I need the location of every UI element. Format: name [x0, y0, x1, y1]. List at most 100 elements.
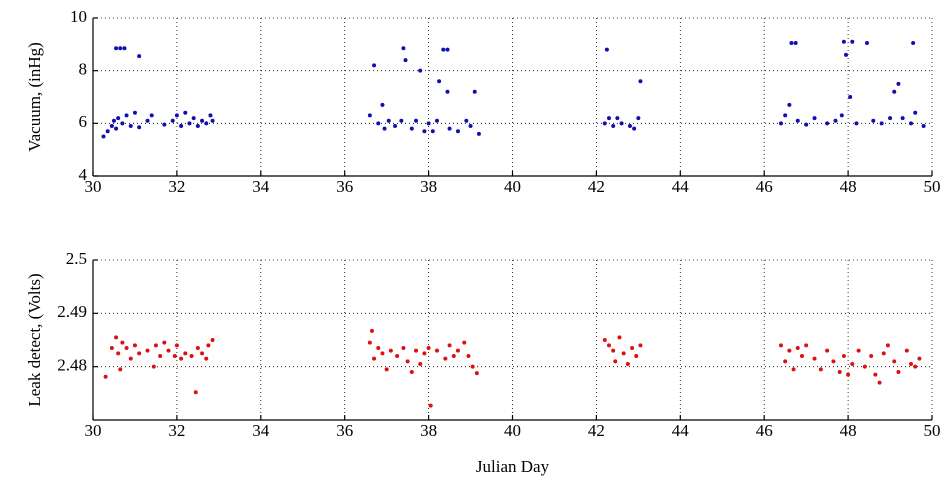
point — [393, 123, 398, 128]
point — [783, 113, 788, 118]
point — [132, 110, 137, 115]
point — [909, 362, 914, 366]
point — [367, 113, 372, 118]
point — [183, 351, 188, 356]
point — [395, 354, 400, 358]
point — [418, 68, 423, 73]
point — [869, 354, 874, 358]
point — [470, 364, 475, 369]
point — [606, 116, 611, 121]
point — [187, 121, 192, 126]
point — [103, 374, 108, 379]
point — [162, 340, 167, 345]
x-tick-label: 48 — [840, 421, 857, 440]
x-tick-label: 44 — [672, 177, 690, 196]
point — [917, 356, 922, 361]
x-tick-label: 42 — [588, 421, 605, 440]
point — [613, 359, 618, 364]
point — [627, 123, 632, 128]
point — [879, 121, 884, 126]
x-tick-label: 40 — [504, 421, 521, 440]
point — [118, 367, 123, 372]
point — [778, 343, 783, 348]
point — [434, 348, 439, 353]
point — [430, 129, 435, 134]
point — [455, 348, 460, 353]
point — [888, 116, 893, 121]
point — [787, 102, 792, 107]
point — [200, 118, 205, 123]
point — [124, 113, 129, 118]
point — [825, 121, 830, 126]
point — [409, 370, 414, 374]
point — [795, 346, 800, 350]
point — [909, 121, 914, 126]
x-tick-label: 46 — [756, 421, 773, 440]
x-tick-label: 32 — [168, 177, 185, 196]
point — [386, 118, 391, 123]
point — [367, 340, 372, 345]
point — [783, 359, 788, 364]
point — [193, 390, 198, 395]
point — [885, 343, 890, 348]
point — [120, 340, 125, 345]
point — [137, 351, 142, 356]
point — [401, 46, 406, 51]
point — [787, 348, 792, 353]
point — [441, 47, 446, 52]
point — [873, 372, 878, 377]
point — [116, 351, 121, 356]
point — [864, 41, 869, 46]
point — [445, 47, 450, 52]
point — [447, 343, 452, 348]
point — [862, 364, 867, 369]
point — [426, 121, 431, 126]
point — [116, 116, 121, 121]
point — [422, 351, 427, 356]
point — [472, 89, 477, 94]
point — [611, 348, 616, 353]
point — [804, 343, 809, 348]
point — [848, 95, 853, 99]
x-tick-label: 40 — [504, 177, 521, 196]
point — [462, 340, 467, 345]
point — [382, 126, 387, 131]
point — [376, 346, 381, 350]
point — [443, 356, 448, 361]
point — [619, 121, 624, 126]
point — [904, 348, 909, 353]
point — [183, 110, 188, 115]
point — [137, 54, 142, 59]
point — [474, 371, 479, 376]
y-tick-label: 4 — [79, 165, 88, 184]
point — [896, 81, 901, 86]
x-tick-label: 42 — [588, 177, 605, 196]
point — [145, 348, 150, 353]
point — [833, 118, 838, 123]
point — [172, 354, 177, 358]
point — [621, 351, 626, 356]
point — [403, 58, 408, 63]
point — [101, 134, 106, 139]
point — [634, 354, 639, 358]
point — [856, 348, 861, 353]
point — [464, 118, 469, 123]
point — [476, 131, 481, 136]
point — [105, 129, 110, 134]
point — [455, 129, 460, 134]
point — [602, 338, 607, 342]
point — [174, 343, 179, 348]
y-tick-label: 6 — [79, 112, 88, 131]
point — [447, 126, 452, 131]
point — [210, 338, 215, 342]
point — [418, 362, 423, 366]
point — [841, 354, 846, 358]
point — [414, 118, 419, 123]
point — [602, 121, 607, 126]
point — [122, 46, 127, 51]
point — [844, 52, 849, 57]
point — [636, 116, 641, 121]
point — [166, 348, 171, 353]
point — [837, 370, 842, 374]
